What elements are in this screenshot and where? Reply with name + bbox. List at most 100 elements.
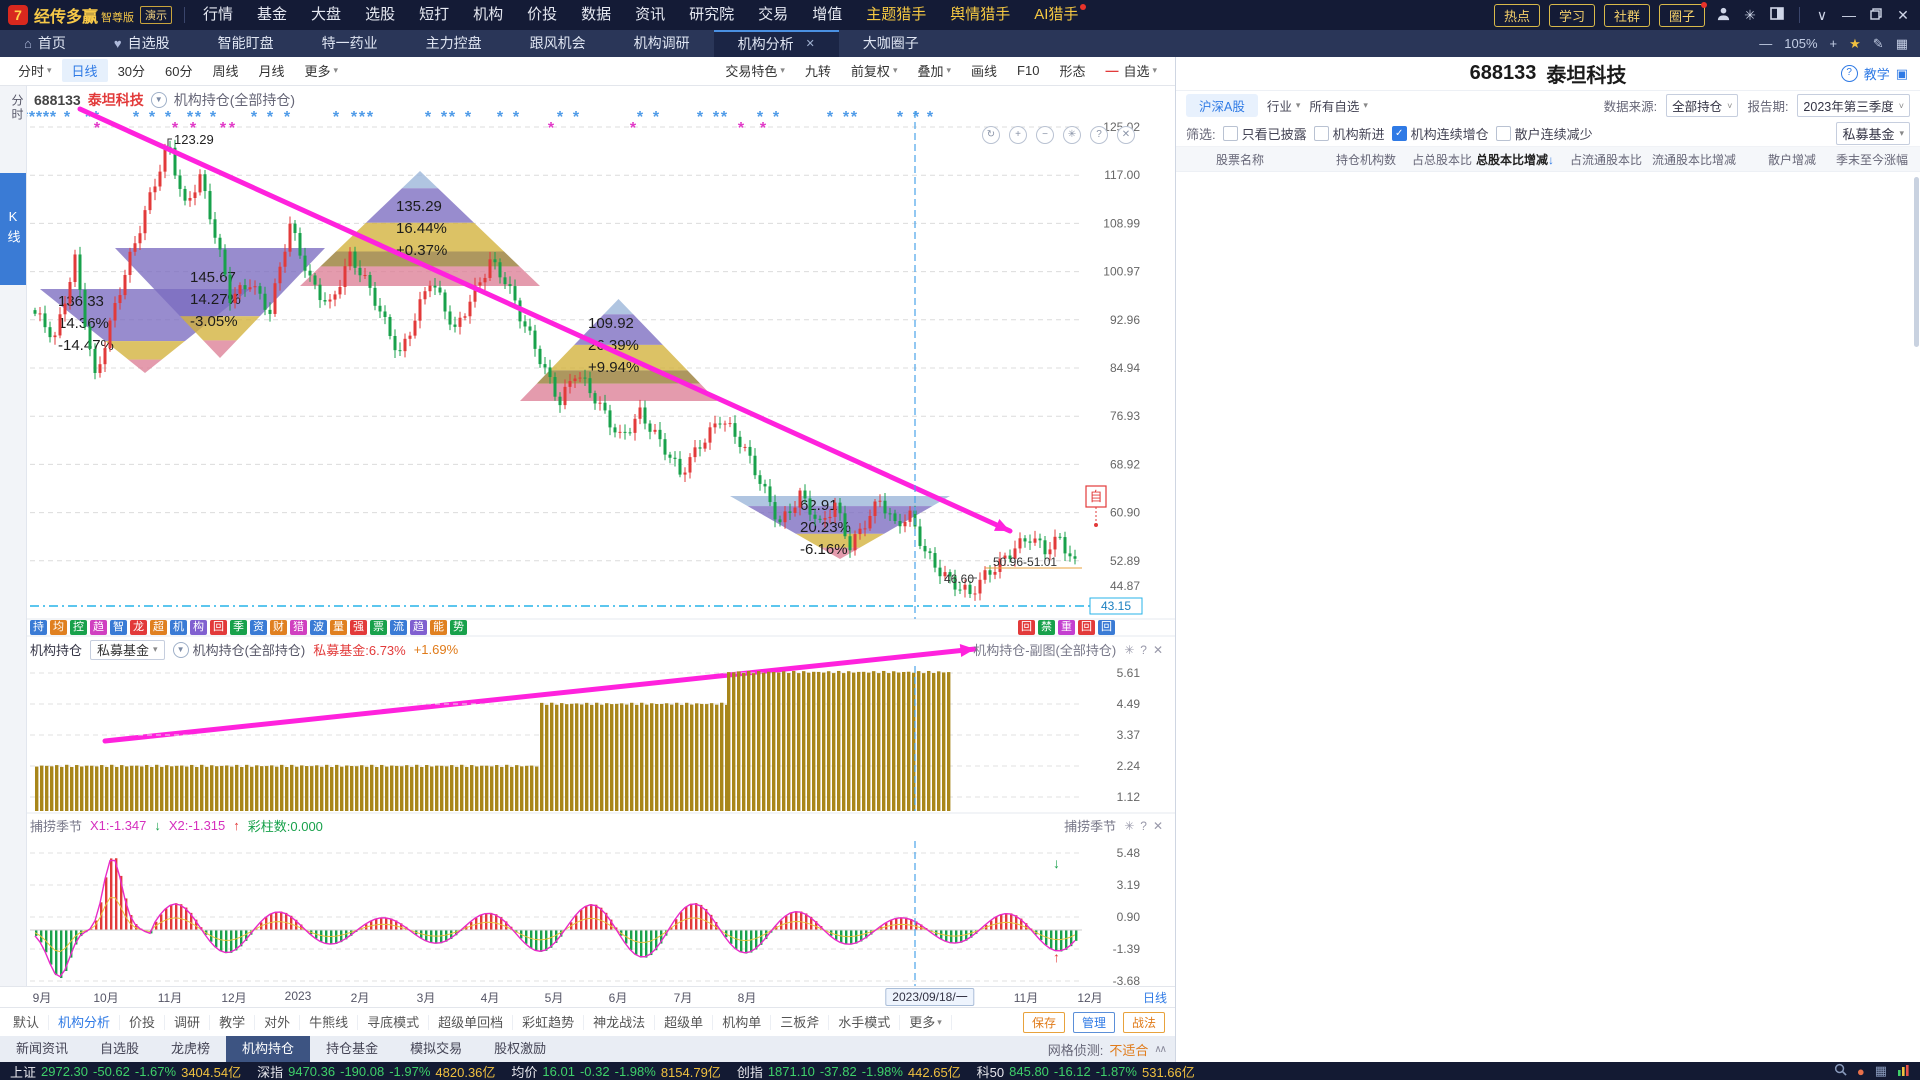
column-header-占总股本比[interactable]: 占总股本比 (1411, 152, 1472, 167)
toolbar-item-分时[interactable]: 分时 ▾ (18, 64, 52, 80)
chevron-down-icon[interactable]: ∨ (1816, 6, 1828, 23)
index-segment-上证[interactable]: 上证 2972.30 -50.62 -1.67% 3404.54亿 (10, 1063, 242, 1080)
checkbox-只看已披露[interactable]: 只看已披露 (1222, 124, 1307, 143)
nav-tab-跟风机会[interactable]: 跟风机会 (529, 35, 586, 51)
indicator-chip[interactable]: 回 (210, 620, 227, 636)
column-header-总股本比增减[interactable]: 总股本比增减↓ (1475, 152, 1554, 167)
indicator-chip[interactable]: 重 (1058, 620, 1075, 636)
strategy-tab-超级单[interactable]: 超级单 (655, 1014, 714, 1030)
settings-icon[interactable]: ✳ (1124, 818, 1135, 833)
toolbar-item-F10[interactable]: F10 (1017, 63, 1040, 79)
fund-select[interactable]: 私募基金 ▾ (1836, 121, 1910, 145)
column-header-占流通股本比[interactable]: 占流通股本比 (1569, 152, 1642, 167)
保存-button[interactable]: 保存 (1022, 1011, 1065, 1033)
strategy-tab-寻底模式[interactable]: 寻底模式 (358, 1014, 430, 1030)
indicator-chip[interactable]: 势 (450, 620, 467, 636)
edit-icon[interactable]: ✎ (1872, 35, 1884, 51)
index-segment-科50[interactable]: 科50 845.80 -16.12 -1.87% 531.66亿 (976, 1063, 1195, 1080)
indicator-chip[interactable]: 趋 (90, 620, 107, 636)
restore-icon[interactable] (1867, 7, 1885, 23)
checkbox-box[interactable] (1313, 125, 1329, 141)
panel-icon[interactable]: ▣ (1895, 65, 1908, 81)
menu-item-舆情猎手[interactable]: 舆情猎手 (950, 6, 1011, 23)
timeline-period[interactable]: 日线 (1142, 991, 1167, 1006)
indicator-chip[interactable]: 回 (1018, 620, 1035, 636)
nav-tab-机构分析[interactable]: 机构分析 ✕ (713, 30, 839, 57)
indicator-chip[interactable]: 量 (330, 620, 347, 636)
menu-item-AI猎手[interactable]: AI猎手 (1022, 0, 1090, 30)
toolbar-item-日线[interactable]: 日线 (61, 59, 108, 83)
nav-tab-大咖圈子[interactable]: 大咖圈子 (862, 35, 919, 51)
strategy-tab-调研[interactable]: 调研 (165, 1014, 211, 1030)
favorite-icon[interactable]: ★ (1849, 35, 1861, 51)
close-icon[interactable]: ✕ (1897, 6, 1909, 23)
menu-item-增值[interactable]: 增值 (812, 6, 843, 23)
close-icon[interactable]: ✕ (1152, 642, 1163, 657)
settings-icon[interactable]: ✳ (1124, 642, 1135, 657)
toolbar-item-前复权[interactable]: 前复权 ▾ (850, 64, 898, 80)
strategy-tab-神龙战法[interactable]: 神龙战法 (584, 1014, 656, 1030)
settings-icon[interactable]: ✳ (1063, 125, 1081, 144)
toolbar-item-交易特色[interactable]: 交易特色 ▾ (725, 64, 785, 80)
column-header-持仓机构数[interactable]: 持仓机构数 (1335, 152, 1396, 167)
nav-tab-自选股[interactable]: ♥ 自选股 (90, 30, 194, 57)
zoom-out-icon[interactable]: − (1036, 125, 1054, 144)
strip-tab-kline[interactable]: K线 (0, 172, 26, 285)
menu-item-数据[interactable]: 数据 (581, 6, 612, 23)
bottom-tab-自选股[interactable]: 自选股 (100, 1041, 140, 1057)
zoom-in-icon[interactable]: + (1829, 36, 1838, 51)
toolbar-item-更多[interactable]: 更多 ▾ (304, 64, 339, 80)
help-icon[interactable]: ? (1090, 125, 1108, 144)
indicator-chip[interactable]: 强 (350, 620, 367, 636)
gear-icon[interactable]: ✳ (1744, 6, 1756, 23)
indicator-chip[interactable]: 禁 (1038, 620, 1055, 636)
zoom-in-icon[interactable]: + (1009, 125, 1027, 144)
index-segment-深指[interactable]: 深指 9470.36 -190.08 -1.97% 4820.36亿 (257, 1063, 496, 1080)
bottom-tab-股权激励[interactable]: 股权激励 (494, 1041, 547, 1057)
checkbox-box[interactable]: ✓ (1391, 125, 1407, 141)
nav-tab-首页[interactable]: ⌂ 首页 (0, 30, 90, 57)
menu-item-选股[interactable]: 选股 (365, 6, 396, 23)
group-dropdown[interactable]: 所有自选 ▾ (1309, 100, 1368, 114)
market-tab[interactable]: 沪深A股 (1186, 94, 1258, 117)
strategy-tab-超级单回档[interactable]: 超级单回档 (429, 1014, 514, 1030)
indicator-chip[interactable]: 智 (110, 620, 127, 636)
menu-item-资讯[interactable]: 资讯 (635, 6, 666, 23)
indicator-chip[interactable]: 回 (1078, 620, 1095, 636)
checkbox-box[interactable] (1222, 125, 1238, 141)
strategy-tab-三板斧[interactable]: 三板斧 (771, 1014, 830, 1030)
indicator-chip[interactable]: 季 (230, 620, 247, 636)
position-series[interactable]: ▼ 机构持仓(全部持仓) (172, 640, 305, 659)
toolbar-item-叠加[interactable]: 叠加 ▾ (917, 64, 952, 80)
strategy-tab-教学[interactable]: 教学 (210, 1014, 256, 1030)
indicator-chip[interactable]: 流 (390, 620, 407, 636)
close-icon[interactable]: ✕ (1152, 818, 1163, 833)
help-icon[interactable]: ? (1840, 65, 1858, 82)
indicator-chip[interactable]: 均 (50, 620, 67, 636)
战法-button[interactable]: 战法 (1122, 1011, 1165, 1033)
minimize-icon[interactable]: — (1842, 7, 1856, 23)
bottom-tab-持仓基金[interactable]: 持仓基金 (326, 1041, 379, 1057)
indicator-chip[interactable]: 超 (150, 620, 167, 636)
index-segment-均价[interactable]: 均价 16.01 -0.32 -1.98% 8154.79亿 (511, 1063, 721, 1080)
series-dropdown-icon[interactable]: ▼ (150, 91, 167, 108)
strategy-tab-彩虹趋势[interactable]: 彩虹趋势 (513, 1014, 585, 1030)
column-header-流通股本比增减[interactable]: 流通股本比增减 (1651, 152, 1736, 167)
fund-type-select[interactable]: 私募基金 ▾ (90, 639, 165, 660)
indicator-chip[interactable]: 趋 (410, 620, 427, 636)
menu-item-研究院[interactable]: 研究院 (689, 6, 735, 23)
indicator-chip[interactable]: 构 (190, 620, 207, 636)
index-segment-创指[interactable]: 创指 1871.10 -37.82 -1.98% 442.65亿 (736, 1063, 961, 1080)
selected-date-box[interactable]: 2023/09/18/一 (885, 988, 975, 1007)
kline-chart[interactable]: 125.02117.00108.99100.9792.9684.9476.936… (0, 86, 1175, 989)
checkbox-机构连续增仓[interactable]: ✓ 机构连续增仓 (1391, 124, 1489, 143)
strip-tab-minute[interactable]: 分时 (10, 93, 24, 122)
grid-icon[interactable]: ▦ (1874, 1063, 1887, 1078)
scrollbar-thumb[interactable] (1914, 177, 1919, 347)
strategy-tab-机构单[interactable]: 机构单 (713, 1014, 772, 1030)
search-icon[interactable] (1834, 1063, 1847, 1079)
nav-tab-智能盯盘[interactable]: 智能盯盘 (217, 35, 274, 51)
toolbar-item-月线[interactable]: 月线 (258, 64, 285, 80)
user-icon[interactable] (1714, 6, 1732, 24)
strategy-tab-牛熊线[interactable]: 牛熊线 (300, 1014, 359, 1030)
